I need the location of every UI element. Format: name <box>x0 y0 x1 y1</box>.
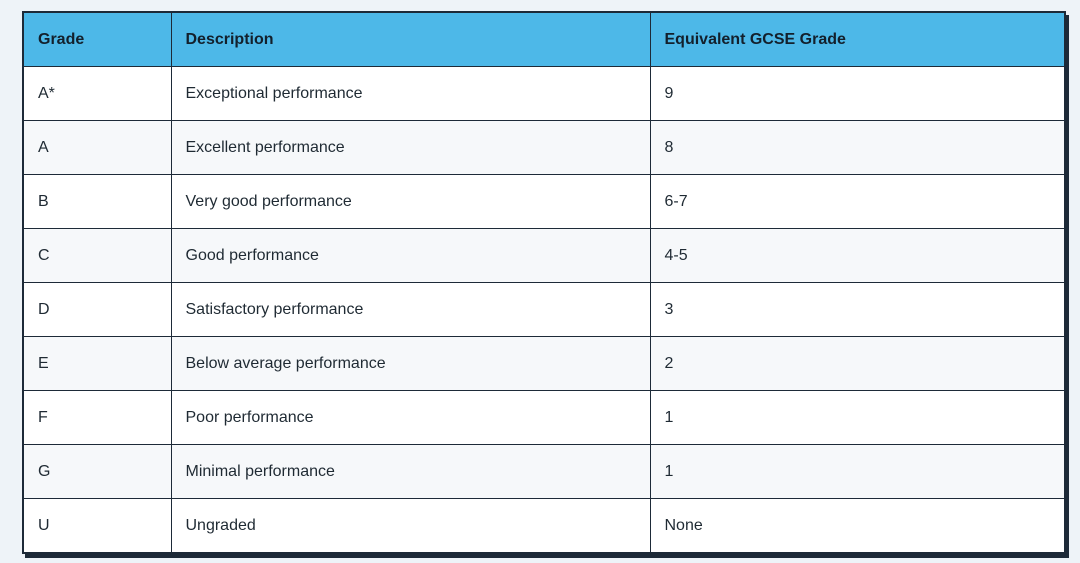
table-row: C Good performance 4-5 <box>24 228 1064 283</box>
table-row: U Ungraded None <box>24 498 1064 552</box>
cell-description: Excellent performance <box>171 120 651 175</box>
cell-description: Satisfactory performance <box>171 282 651 337</box>
cell-gcse-grade: 1 <box>650 444 1064 499</box>
cell-description: Exceptional performance <box>171 66 651 121</box>
cell-gcse-grade: 3 <box>650 282 1064 337</box>
cell-description: Poor performance <box>171 390 651 445</box>
cell-grade: B <box>24 174 172 229</box>
table-row: F Poor performance 1 <box>24 390 1064 445</box>
cell-grade: A* <box>24 66 172 121</box>
cell-grade: C <box>24 228 172 283</box>
cell-grade: G <box>24 444 172 499</box>
table-row: G Minimal performance 1 <box>24 444 1064 499</box>
cell-gcse-grade: 9 <box>650 66 1064 121</box>
header-grade: Grade <box>24 13 172 67</box>
cell-gcse-grade: 1 <box>650 390 1064 445</box>
cell-gcse-grade: None <box>664 516 703 534</box>
header-row: Grade Description Equivalent GCSE Grade <box>24 13 1064 67</box>
cell-gcse-grade: 4-5 <box>650 228 1064 283</box>
cell-grade: U <box>24 498 172 552</box>
table-body: A* Exceptional performance 9 A Excellent… <box>24 66 1064 552</box>
table-row: A* Exceptional performance 9 <box>24 66 1064 121</box>
table-row: B Very good performance 6-7 <box>24 174 1064 229</box>
cell-description: Minimal performance <box>171 444 651 499</box>
cell-grade: A <box>24 120 172 175</box>
header-gcse-grade: Equivalent GCSE Grade <box>650 13 1064 67</box>
cell-gcse-grade: 6-7 <box>650 174 1064 229</box>
cell-description: Ungraded <box>171 498 651 552</box>
cell-grade: F <box>24 390 172 445</box>
table-row: E Below average performance 2 <box>24 336 1064 391</box>
table-header: Grade Description Equivalent GCSE Grade <box>24 13 1064 67</box>
table-row: D Satisfactory performance 3 <box>24 282 1064 337</box>
cell-grade: E <box>24 336 172 391</box>
cell-grade: D <box>24 282 172 337</box>
header-description: Description <box>171 13 651 67</box>
cell-gcse-grade: 8 <box>650 120 1064 175</box>
cell-description: Very good performance <box>171 174 651 229</box>
grades-table: Grade Description Equivalent GCSE Grade … <box>24 13 1064 552</box>
cell-gcse-grade: 2 <box>650 336 1064 391</box>
cell-description: Good performance <box>171 228 651 283</box>
grades-table-frame: Grade Description Equivalent GCSE Grade … <box>22 11 1066 554</box>
cell-description: Below average performance <box>171 336 651 391</box>
table-row: A Excellent performance 8 <box>24 120 1064 175</box>
